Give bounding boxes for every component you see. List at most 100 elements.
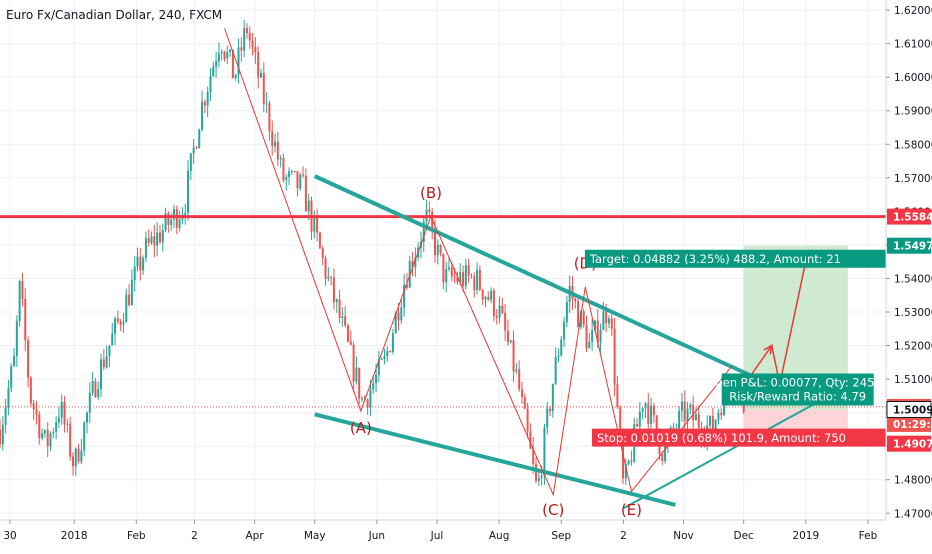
price-tick-label-14: 1.61000 — [894, 39, 932, 51]
candle-body-133 — [372, 383, 375, 390]
candle-body-257 — [720, 412, 723, 416]
candle-body-43 — [119, 321, 122, 325]
candle-body-92 — [257, 52, 260, 78]
candle-body-208 — [582, 311, 585, 325]
candle-body-58 — [161, 230, 164, 243]
candle-body-39 — [108, 345, 111, 357]
time-tick-label-10: 2 — [620, 530, 627, 542]
candle-body-196 — [549, 408, 552, 412]
wave-label-4: (E) — [621, 501, 642, 519]
candle-body-217 — [607, 318, 610, 324]
candle-body-68 — [189, 153, 192, 171]
candle-body-159 — [445, 269, 448, 283]
candle-body-248 — [694, 414, 697, 421]
candle-body-87 — [243, 27, 246, 51]
candle-body-200 — [560, 339, 563, 356]
candle-body-10 — [27, 340, 30, 378]
time-tick-label-13: 2019 — [792, 530, 819, 542]
candle-body-30 — [83, 422, 86, 451]
time-axis-bg — [0, 520, 886, 550]
abcde-wave-path — [224, 28, 733, 497]
candle-body-151 — [422, 221, 425, 242]
candle-body-17 — [46, 430, 49, 447]
candle-body-139 — [389, 350, 392, 352]
candle-body-51 — [142, 257, 145, 271]
candle-body-124 — [346, 325, 349, 342]
candle-body-78 — [217, 53, 220, 62]
candle-body-88 — [245, 27, 248, 34]
candle-body-171 — [478, 269, 481, 290]
candle-body-104 — [290, 171, 293, 173]
candle-body-163 — [456, 277, 459, 282]
candle-body-128 — [358, 367, 361, 399]
candle-body-207 — [579, 311, 582, 328]
candle-body-180 — [504, 312, 507, 331]
candle-body-183 — [512, 340, 515, 372]
candle-body-119 — [332, 277, 335, 303]
candle-body-89 — [248, 33, 251, 41]
candle-body-1 — [1, 424, 4, 445]
price-tick-label-5: 1.52000 — [894, 341, 932, 353]
wave-labels: (A)(B)(C)(D)(E) — [350, 184, 642, 519]
candle-body-188 — [526, 408, 529, 432]
candle-body-109 — [304, 175, 307, 212]
candle-body-231 — [647, 403, 650, 425]
candle-body-11 — [29, 377, 32, 404]
candle-body-253 — [709, 415, 712, 426]
candle-body-32 — [88, 392, 91, 413]
candle-body-48 — [133, 266, 136, 280]
candle-body-116 — [324, 258, 327, 279]
chart-title: Euro Fx/Canadian Dollar, 240, FXCM — [6, 8, 223, 22]
candle-body-6 — [15, 320, 18, 357]
candle-body-181 — [506, 330, 509, 343]
stop-label-box — [592, 428, 886, 447]
candle-body-72 — [201, 101, 204, 130]
candle-body-182 — [509, 340, 512, 343]
candle-body-8 — [21, 281, 24, 299]
candle-body-206 — [577, 301, 580, 328]
candle-body-127 — [355, 367, 358, 382]
candle-body-156 — [436, 244, 439, 256]
candle-body-209 — [585, 324, 588, 349]
candle-body-137 — [383, 356, 386, 360]
stop-label-text: Stop: 0.01019 (0.68%) 101.9, Amount: 750 — [597, 431, 846, 445]
candle-body-115 — [321, 248, 324, 259]
time-tick-label-7: Jul — [430, 530, 444, 542]
candle-body-47 — [130, 279, 133, 306]
candle-body-215 — [602, 311, 605, 330]
candle-body-18 — [49, 433, 52, 447]
candle-body-179 — [501, 305, 504, 313]
candle-body-138 — [386, 350, 389, 357]
support-line — [622, 403, 815, 510]
price-tick-label-6: 1.53000 — [894, 307, 932, 319]
candle-body-177 — [495, 316, 498, 318]
candle-body-192 — [537, 477, 540, 481]
time-tick-label-9: Sep — [551, 530, 571, 542]
candle-body-77 — [215, 61, 218, 67]
candle-body-189 — [529, 431, 532, 449]
candle-body-191 — [535, 464, 538, 481]
candle-body-76 — [212, 66, 215, 77]
candle-body-120 — [335, 299, 338, 303]
candle-body-103 — [288, 171, 291, 177]
candle-body-135 — [377, 359, 380, 376]
candle-body-198 — [554, 357, 557, 384]
candle-body-85 — [237, 47, 240, 75]
candle-body-213 — [596, 320, 599, 343]
candle-body-178 — [498, 305, 501, 318]
candle-body-15 — [41, 433, 44, 439]
candle-body-54 — [150, 236, 153, 243]
price-tick-label-7: 1.54000 — [894, 273, 932, 285]
candle-body-153 — [428, 209, 431, 212]
candle-body-224 — [627, 460, 630, 464]
candle-body-19 — [52, 432, 55, 434]
candle-body-173 — [484, 296, 487, 300]
candle-body-129 — [361, 397, 364, 399]
candle-body-202 — [565, 301, 568, 322]
candle-body-140 — [391, 333, 394, 352]
time-tick-label-1: 2018 — [61, 530, 88, 542]
candle-body-222 — [622, 435, 625, 479]
candle-body-13 — [35, 409, 38, 415]
